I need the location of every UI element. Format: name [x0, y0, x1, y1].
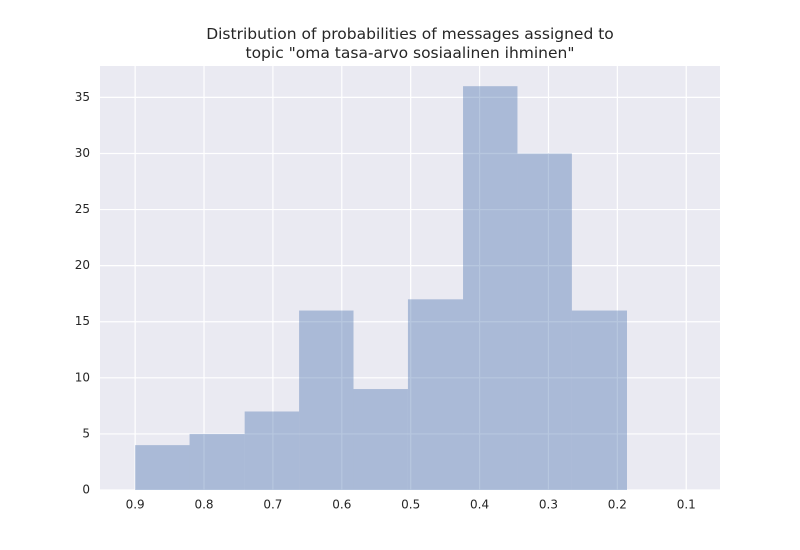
y-tick-label: 15: [75, 314, 90, 328]
bar: [571, 310, 627, 490]
y-tick-label: 20: [75, 258, 90, 272]
x-tick-label: 0.1: [677, 498, 696, 512]
x-tick-label: 0.8: [194, 498, 213, 512]
y-tick-label: 10: [75, 370, 90, 384]
bar: [189, 433, 245, 490]
y-tick-label: 25: [75, 202, 90, 216]
y-tick-label: 0: [82, 483, 90, 497]
bar: [407, 299, 464, 490]
bar: [244, 411, 300, 490]
plot-area: [100, 66, 720, 490]
x-tick-label: 0.6: [332, 498, 351, 512]
bar: [463, 86, 518, 490]
chart-title: Distribution of probabilities of message…: [206, 25, 614, 62]
bar: [517, 153, 572, 490]
y-tick-label: 30: [75, 146, 90, 160]
y-tick-label: 35: [75, 90, 90, 104]
x-tick-label: 0.2: [608, 498, 627, 512]
bar: [299, 310, 354, 490]
x-tick-label: 0.4: [470, 498, 489, 512]
x-tick-label: 0.3: [539, 498, 558, 512]
x-tick-label: 0.7: [263, 498, 282, 512]
bar: [135, 445, 190, 490]
bar: [353, 389, 408, 490]
x-tick-label: 0.5: [401, 498, 420, 512]
x-tick-label: 0.9: [126, 498, 145, 512]
y-tick-label: 5: [82, 426, 90, 440]
